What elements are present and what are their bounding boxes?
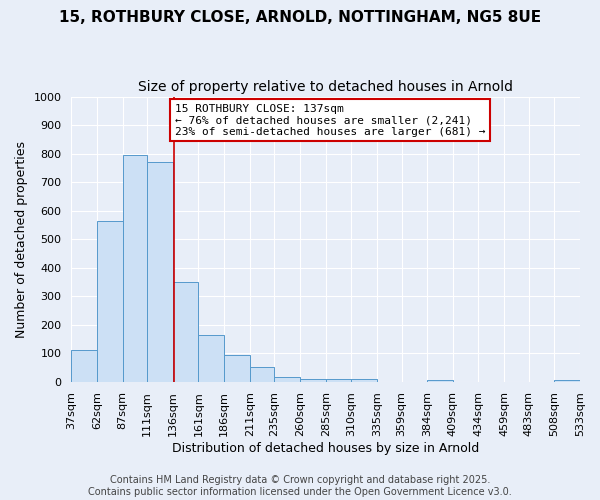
Bar — [122, 155, 147, 382]
X-axis label: Distribution of detached houses by size in Arnold: Distribution of detached houses by size … — [172, 442, 479, 455]
Bar — [97, 220, 122, 382]
Bar — [250, 367, 274, 382]
Bar — [300, 379, 326, 382]
Bar — [274, 378, 300, 382]
Bar — [199, 334, 224, 382]
Bar — [427, 380, 453, 382]
Y-axis label: Number of detached properties: Number of detached properties — [15, 140, 28, 338]
Bar — [351, 380, 377, 382]
Text: Contains HM Land Registry data © Crown copyright and database right 2025.
Contai: Contains HM Land Registry data © Crown c… — [88, 476, 512, 497]
Bar — [224, 354, 250, 382]
Bar — [147, 162, 173, 382]
Bar — [554, 380, 580, 382]
Bar — [71, 350, 97, 382]
Bar — [326, 379, 351, 382]
Text: 15 ROTHBURY CLOSE: 137sqm
← 76% of detached houses are smaller (2,241)
23% of se: 15 ROTHBURY CLOSE: 137sqm ← 76% of detac… — [175, 104, 485, 137]
Text: 15, ROTHBURY CLOSE, ARNOLD, NOTTINGHAM, NG5 8UE: 15, ROTHBURY CLOSE, ARNOLD, NOTTINGHAM, … — [59, 10, 541, 25]
Title: Size of property relative to detached houses in Arnold: Size of property relative to detached ho… — [138, 80, 513, 94]
Bar — [173, 282, 199, 382]
